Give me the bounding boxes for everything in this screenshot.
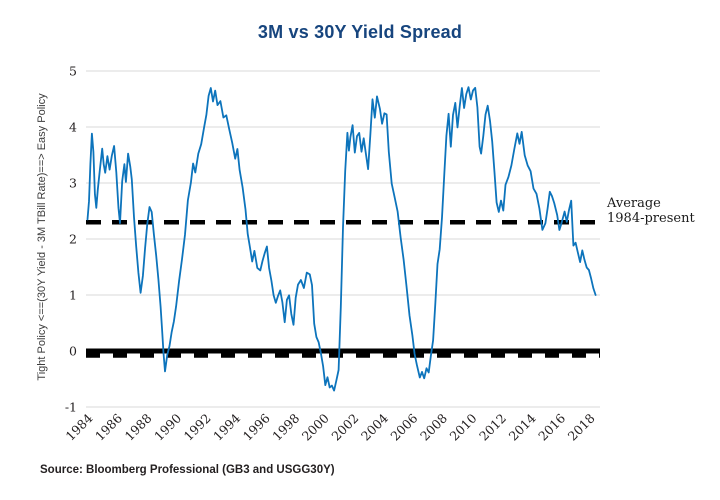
svg-text:4: 4	[69, 120, 77, 135]
svg-text:2000: 2000	[299, 410, 332, 443]
spread-series-line	[86, 86, 597, 392]
svg-text:1990: 1990	[151, 410, 184, 443]
y-tick-labels: -1 0 1 2 3 4 5	[65, 64, 77, 415]
svg-text:2016: 2016	[535, 410, 568, 443]
svg-text:5: 5	[69, 64, 77, 79]
svg-text:3: 3	[69, 176, 77, 191]
svg-text:1992: 1992	[181, 411, 214, 444]
svg-text:1996: 1996	[240, 410, 273, 443]
zero-reference-line	[86, 348, 600, 358]
average-annotation: Average 1984-present	[607, 196, 695, 226]
average-annotation-line1: Average	[607, 196, 661, 211]
svg-text:1994: 1994	[210, 410, 243, 443]
svg-text:1988: 1988	[122, 410, 155, 443]
svg-text:2002: 2002	[328, 411, 361, 444]
svg-text:2010: 2010	[447, 410, 480, 443]
svg-text:2012: 2012	[476, 411, 509, 444]
x-tick-labels: 1984198619881990199219941996199820002002…	[62, 410, 597, 443]
svg-text:2008: 2008	[417, 410, 450, 443]
chart-title: 3M vs 30Y Yield Spread	[257, 22, 463, 42]
average-annotation-line2: 1984-present	[607, 211, 695, 226]
source-note: Source: Bloomberg Professional (GB3 and …	[40, 464, 335, 476]
svg-text:2018: 2018	[565, 410, 598, 443]
svg-text:1984: 1984	[62, 410, 95, 443]
svg-text:2004: 2004	[358, 410, 391, 443]
svg-text:2014: 2014	[506, 410, 539, 443]
svg-text:-1: -1	[65, 400, 77, 415]
svg-text:1986: 1986	[92, 410, 125, 443]
svg-text:2006: 2006	[387, 410, 420, 443]
svg-text:0: 0	[69, 344, 77, 359]
svg-text:1: 1	[69, 288, 77, 303]
svg-text:1998: 1998	[269, 410, 302, 443]
svg-text:2: 2	[69, 232, 77, 247]
